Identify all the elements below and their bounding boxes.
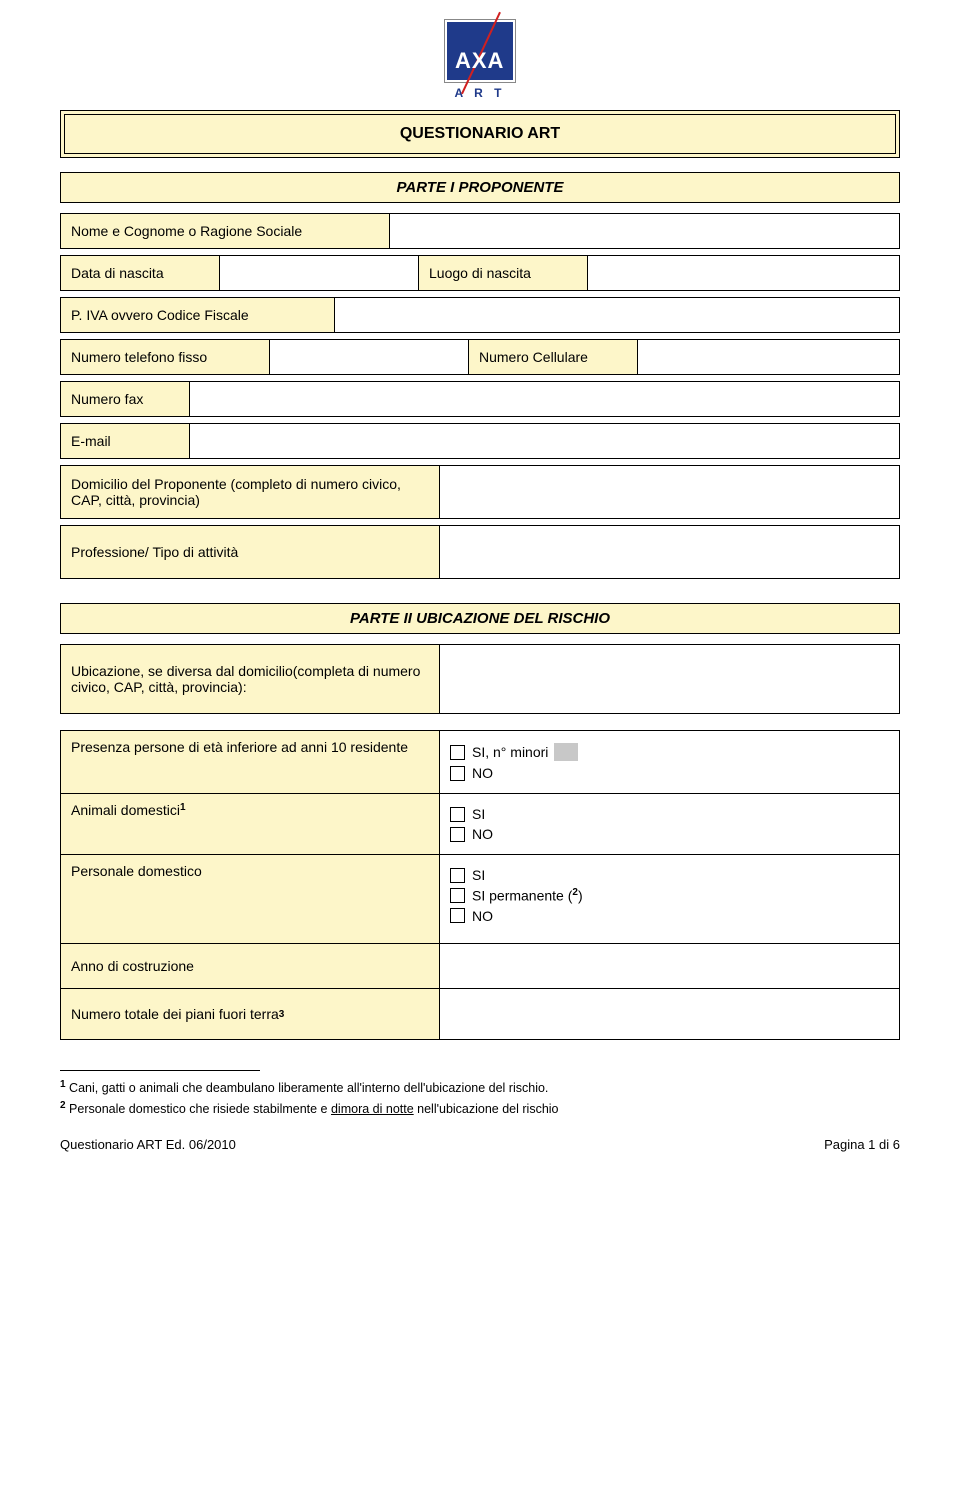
checkbox-icon[interactable] <box>450 745 465 760</box>
option-si-permanente[interactable]: SI permanente (2) <box>450 887 889 904</box>
input-nome[interactable] <box>389 213 900 249</box>
input-ubicazione[interactable] <box>439 644 900 714</box>
option-no-personale[interactable]: NO <box>450 908 889 924</box>
label-anno-costruzione: Anno di costruzione <box>60 943 440 989</box>
footnote-2-a: Personale domestico che risiede stabilme… <box>66 1102 331 1116</box>
label-ubicazione: Ubicazione, se diversa dal domicilio(com… <box>60 644 440 714</box>
row-personale: Personale domestico SI SI permanente (2)… <box>60 854 900 944</box>
label-piani-sup: 3 <box>279 1009 285 1020</box>
row-animali: Animali domestici 1 SI NO <box>60 793 900 855</box>
footnote-1-text: Cani, gatti o animali che deambulano lib… <box>66 1081 549 1095</box>
footnote-2-b: nell'ubicazione del rischio <box>414 1102 559 1116</box>
row-nascita: Data di nascita Luogo di nascita <box>60 255 900 291</box>
label-si: SI <box>472 867 485 883</box>
checkbox-icon[interactable] <box>450 888 465 903</box>
option-no-animali[interactable]: NO <box>450 826 889 842</box>
axa-logo-box: AXA <box>445 20 515 82</box>
checkbox-icon[interactable] <box>450 827 465 842</box>
label-personale: Personale domestico <box>60 854 440 944</box>
label-no: NO <box>472 826 493 842</box>
footnote-1: 1 Cani, gatti o animali che deambulano l… <box>60 1077 900 1098</box>
footnote-rule <box>60 1070 260 1071</box>
option-no-minori[interactable]: NO <box>450 765 889 781</box>
checkbox-icon[interactable] <box>450 766 465 781</box>
row-ubicazione: Ubicazione, se diversa dal domicilio(com… <box>60 644 900 714</box>
label-domicilio: Domicilio del Proponente (completo di nu… <box>60 465 440 519</box>
label-piani: Numero totale dei piani fuori terra 3 <box>60 988 440 1040</box>
label-si-permanente: SI permanente (2) <box>472 887 583 904</box>
label-fax: Numero fax <box>60 381 190 417</box>
label-data-nascita: Data di nascita <box>60 255 220 291</box>
input-fax[interactable] <box>189 381 900 417</box>
row-professione: Professione/ Tipo di attività <box>60 525 900 579</box>
title-box: QUESTIONARIO ART <box>60 110 900 158</box>
row-domicilio: Domicilio del Proponente (completo di nu… <box>60 465 900 519</box>
options-personale: SI SI permanente (2) NO <box>439 854 900 944</box>
si-perm-close: ) <box>578 888 583 904</box>
label-cellulare: Numero Cellulare <box>468 339 638 375</box>
input-anno-costruzione[interactable] <box>439 943 900 989</box>
input-luogo-nascita[interactable] <box>587 255 900 291</box>
option-si-personale[interactable]: SI <box>450 867 889 883</box>
label-tel-fisso: Numero telefono fisso <box>60 339 270 375</box>
logo-wrap: AXA A R T <box>60 20 900 100</box>
footer-right: Pagina 1 di 6 <box>824 1137 900 1152</box>
label-animali: Animali domestici 1 <box>60 793 440 855</box>
options-minori: SI, n° minori NO <box>439 730 900 794</box>
input-domicilio[interactable] <box>439 465 900 519</box>
label-luogo-nascita: Luogo di nascita <box>418 255 588 291</box>
input-email[interactable] <box>189 423 900 459</box>
label-professione: Professione/ Tipo di attività <box>60 525 440 579</box>
label-animali-sup: 1 <box>180 802 186 813</box>
checkbox-icon[interactable] <box>450 908 465 923</box>
options-animali: SI NO <box>439 793 900 855</box>
row-minori: Presenza persone di età inferiore ad ann… <box>60 730 900 794</box>
input-tel-fisso[interactable] <box>269 339 469 375</box>
input-cellulare[interactable] <box>637 339 900 375</box>
logo-letters: AXA <box>455 48 504 74</box>
option-si-animali[interactable]: SI <box>450 806 889 822</box>
row-piani: Numero totale dei piani fuori terra 3 <box>60 988 900 1040</box>
label-piani-text: Numero totale dei piani fuori terra <box>71 1006 279 1022</box>
input-professione[interactable] <box>439 525 900 579</box>
logo: AXA A R T <box>445 20 515 100</box>
option-si-minori[interactable]: SI, n° minori <box>450 743 889 761</box>
label-minori: Presenza persone di età inferiore ad ann… <box>60 730 440 794</box>
footnote-2-u: dimora di notte <box>331 1102 414 1116</box>
label-piva: P. IVA ovvero Codice Fiscale <box>60 297 335 333</box>
input-piani[interactable] <box>439 988 900 1040</box>
label-no: NO <box>472 765 493 781</box>
row-nome: Nome e Cognome o Ragione Sociale <box>60 213 900 249</box>
label-email: E-mail <box>60 423 190 459</box>
checkbox-icon[interactable] <box>450 868 465 883</box>
row-piva: P. IVA ovvero Codice Fiscale <box>60 297 900 333</box>
footer-left: Questionario ART Ed. 06/2010 <box>60 1137 236 1152</box>
si-perm-text: SI permanente ( <box>472 888 572 904</box>
section-2-heading: PARTE II UBICAZIONE DEL RISCHIO <box>60 603 900 634</box>
label-si: SI <box>472 806 485 822</box>
row-telefono: Numero telefono fisso Numero Cellulare <box>60 339 900 375</box>
input-data-nascita[interactable] <box>219 255 419 291</box>
page-footer: Questionario ART Ed. 06/2010 Pagina 1 di… <box>60 1137 900 1152</box>
section-1-heading: PARTE I PROPONENTE <box>60 172 900 203</box>
document-title: QUESTIONARIO ART <box>64 114 896 154</box>
logo-subtext: A R T <box>445 86 515 100</box>
row-anno: Anno di costruzione <box>60 943 900 989</box>
label-animali-text: Animali domestici <box>71 802 180 818</box>
label-nome: Nome e Cognome o Ragione Sociale <box>60 213 390 249</box>
label-si-minori: SI, n° minori <box>472 744 548 760</box>
row-fax: Numero fax <box>60 381 900 417</box>
footnotes: 1 Cani, gatti o animali che deambulano l… <box>60 1070 900 1119</box>
checkbox-icon[interactable] <box>450 807 465 822</box>
footnote-2: 2 Personale domestico che risiede stabil… <box>60 1098 900 1119</box>
label-no: NO <box>472 908 493 924</box>
row-email: E-mail <box>60 423 900 459</box>
input-n-minori[interactable] <box>554 743 578 761</box>
input-piva[interactable] <box>334 297 900 333</box>
